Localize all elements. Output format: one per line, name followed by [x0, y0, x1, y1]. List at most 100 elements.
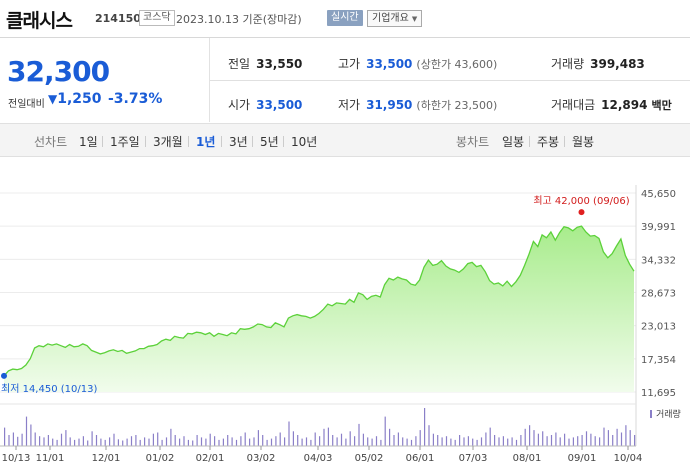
low-price-label: 최저 14,450 (10/13): [1, 383, 97, 395]
stat-high-label: 고가: [338, 57, 361, 71]
volume-bar: [410, 439, 413, 446]
volume-bar: [572, 437, 574, 446]
volume-bar: [122, 440, 124, 446]
change-label: 전일대비: [8, 99, 45, 110]
tab-1y[interactable]: 1년: [196, 135, 216, 149]
volume-bar: [599, 437, 601, 446]
tab-3y[interactable]: 3년: [229, 135, 248, 149]
volume-bar: [520, 435, 522, 446]
volume-bar: [384, 416, 386, 446]
volume-bar: [428, 425, 430, 446]
volume-bar: [380, 439, 382, 446]
volume-bar: [12, 432, 14, 446]
volume-bar: [559, 437, 561, 446]
volume-bar: [590, 433, 592, 446]
volume-bar: [139, 439, 141, 446]
volume-bar: [17, 436, 19, 446]
company-info-dropdown[interactable]: 기업개요 ▼: [367, 10, 423, 27]
realtime-badge[interactable]: 실시간: [327, 10, 363, 26]
volume-bar: [550, 435, 553, 446]
tab-3m[interactable]: 3개월: [153, 135, 183, 149]
tab-divider: [529, 136, 530, 147]
stat-amount: 거래대금 12,894 백만: [551, 96, 672, 113]
tab-weekly[interactable]: 주봉: [537, 135, 560, 149]
volume-bar: [187, 439, 189, 446]
company-name[interactable]: 클래시스: [6, 10, 73, 32]
volume-bar: [581, 435, 583, 446]
volume-bar: [507, 438, 509, 446]
stat-high-limit: (상한가 43,600): [416, 58, 498, 71]
y-tick-label: 11,695: [641, 388, 676, 399]
volume-legend-swatch: [650, 410, 652, 418]
price-area: [4, 226, 634, 392]
volume-bar: [117, 439, 119, 446]
volume-bar: [244, 432, 246, 446]
tab-10y[interactable]: 10년: [291, 135, 318, 149]
volume-bar: [257, 430, 259, 446]
high-point-marker: [578, 209, 585, 216]
x-tick-label: 06/01: [406, 453, 435, 464]
x-tick-label: 09/01: [568, 453, 597, 464]
volume-bar: [319, 436, 321, 446]
volume-bar: [240, 436, 242, 446]
volume-bar: [305, 437, 308, 446]
tab-monthly[interactable]: 월봉: [572, 135, 595, 149]
volume-bar: [52, 438, 54, 446]
volume-bar: [445, 436, 448, 446]
volume-bar: [152, 433, 154, 446]
volume-bar: [585, 431, 588, 446]
volume-bar: [100, 438, 102, 446]
volume-bar: [393, 435, 395, 446]
volume-bar: [205, 438, 207, 446]
x-tick-label: 02/01: [196, 453, 225, 464]
volume-bar: [200, 437, 203, 446]
volume-bar: [533, 430, 535, 446]
tab-1w[interactable]: 1주일: [110, 135, 140, 149]
volume-bar: [144, 437, 146, 446]
volume-bar: [511, 437, 513, 446]
tab-divider: [188, 136, 189, 147]
x-tick-label: 07/03: [459, 453, 488, 464]
volume-bar: [222, 438, 224, 446]
volume-bar: [209, 433, 211, 446]
volume-bar: [594, 436, 596, 446]
volume-bar: [432, 433, 434, 446]
stat-high: 고가 33,500 (상한가 43,600): [338, 55, 497, 72]
stat-prev: 전일 33,550: [228, 55, 302, 72]
volume-bar: [275, 436, 277, 446]
volume-bar: [43, 437, 45, 446]
tab-divider: [564, 136, 565, 147]
chart-period-tabs: 선차트 1일 1주일 3개월 1년 3년 5년 10년 봉차트 일봉 주봉 월봉: [0, 123, 690, 157]
volume-bar: [327, 427, 329, 446]
volume-bar: [113, 433, 115, 446]
volume-bar: [616, 428, 618, 446]
volume-bar: [537, 433, 539, 446]
high-price-label: 최고 42,000 (09/06): [533, 195, 629, 207]
volume-bar: [310, 439, 312, 446]
volume-bar: [279, 432, 281, 446]
low-point-marker: [1, 372, 7, 379]
volume-bar: [270, 438, 273, 446]
price-panel: 32,300 전일대비 ▼1,250 -3.73%: [0, 38, 210, 122]
volume-bar: [314, 432, 316, 446]
volume-bar: [472, 438, 474, 446]
volume-bar: [454, 439, 456, 446]
volume-bar: [60, 433, 63, 446]
tab-5y[interactable]: 5년: [260, 135, 279, 149]
volume-bar: [524, 428, 526, 446]
y-tick-label: 23,013: [641, 322, 676, 333]
volume-bar: [450, 438, 452, 446]
price-chart[interactable]: 45,650 39,991 34,332 28,673 23,013 17,354 11,6…: [0, 158, 690, 475]
volume-bar: [91, 431, 93, 446]
volume-bar: [148, 438, 150, 446]
volume-bar: [542, 431, 544, 446]
tab-daily[interactable]: 일봉: [502, 135, 525, 149]
volume-bar: [135, 435, 137, 446]
volume-bar: [8, 435, 10, 446]
volume-bar: [227, 435, 229, 446]
volume-bar: [612, 435, 614, 446]
volume-bar: [441, 437, 443, 446]
tab-1d[interactable]: 1일: [79, 135, 98, 149]
volume-bar: [564, 433, 566, 446]
stat-amount-unit: 백만: [651, 99, 672, 112]
